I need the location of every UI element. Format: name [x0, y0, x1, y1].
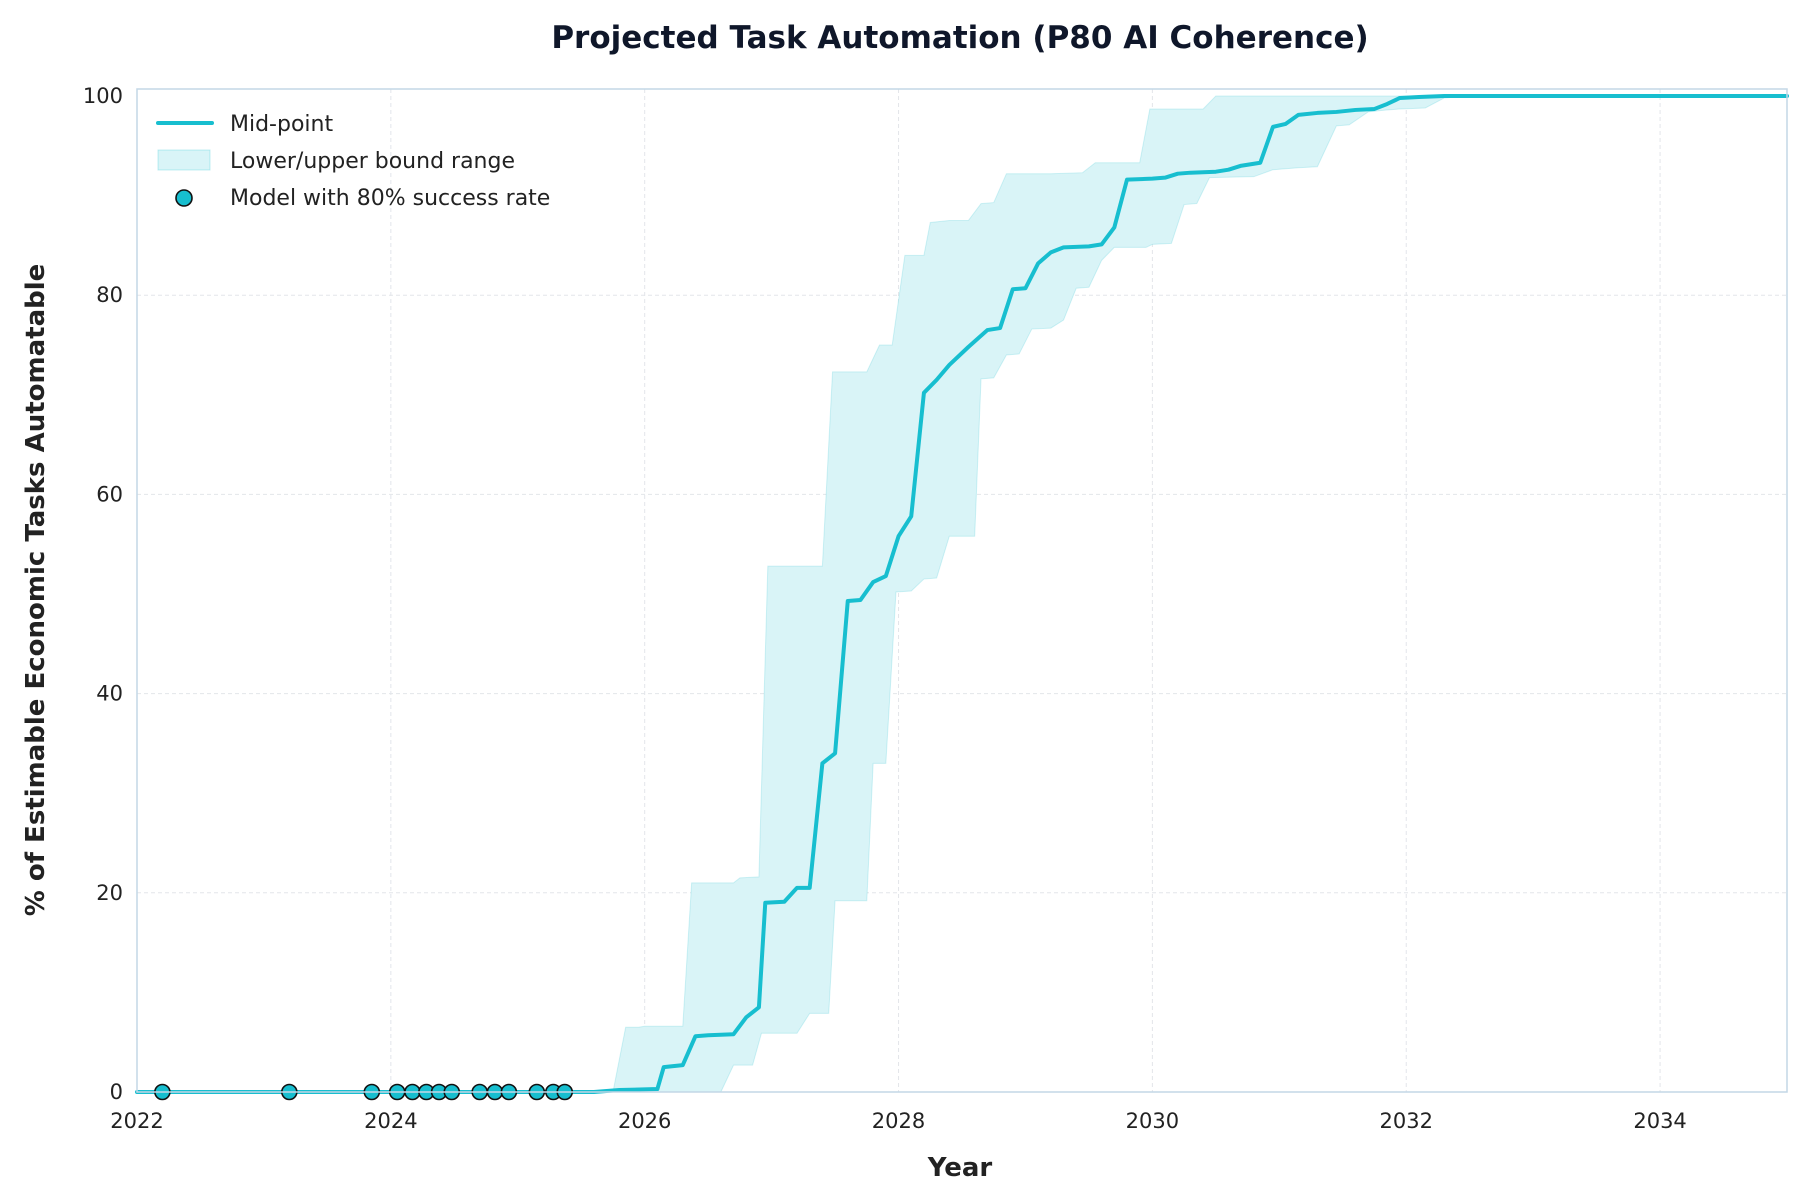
band-layer — [137, 95, 1787, 1093]
y-tick-label: 0 — [110, 1080, 123, 1104]
x-tick-label: 2022 — [110, 1109, 163, 1133]
grid-lines — [137, 89, 1787, 1092]
mid-point-line — [135, 94, 1789, 1094]
legend-label-model-marker: Model with 80% success rate — [230, 186, 550, 211]
y-tick-label: 100 — [83, 84, 123, 108]
chart-title: Projected Task Automation (P80 AI Cohere… — [551, 20, 1368, 56]
x-axis-ticks: 2022 2024 2026 2028 2030 2032 2034 — [110, 1109, 1687, 1133]
y-tick-label: 40 — [96, 682, 123, 706]
legend-label-bound-range: Lower/upper bound range — [230, 149, 515, 174]
bound-range-band — [137, 95, 1787, 1093]
x-axis-title: Year — [927, 1153, 993, 1183]
x-tick-label: 2024 — [364, 1109, 417, 1133]
x-tick-label: 2028 — [872, 1109, 925, 1133]
y-tick-label: 20 — [96, 881, 123, 905]
x-tick-label: 2032 — [1380, 1109, 1433, 1133]
x-tick-label: 2026 — [618, 1109, 671, 1133]
y-tick-label: 80 — [96, 283, 123, 307]
line-layer — [135, 94, 1789, 1094]
y-tick-label: 60 — [96, 482, 123, 506]
x-tick-label: 2034 — [1633, 1109, 1686, 1133]
legend: Mid-point Lower/upper bound range Model … — [156, 112, 550, 211]
y-axis-ticks: 0 20 40 60 80 100 — [83, 84, 123, 1104]
legend-marker-swatch — [175, 189, 193, 207]
y-axis-title: % of Estimable Economic Tasks Automatabl… — [21, 264, 51, 917]
legend-label-mid-point: Mid-point — [230, 112, 333, 137]
x-tick-label: 2030 — [1126, 1109, 1179, 1133]
plot-frame — [136, 88, 1788, 1093]
legend-band-swatch — [157, 149, 211, 171]
